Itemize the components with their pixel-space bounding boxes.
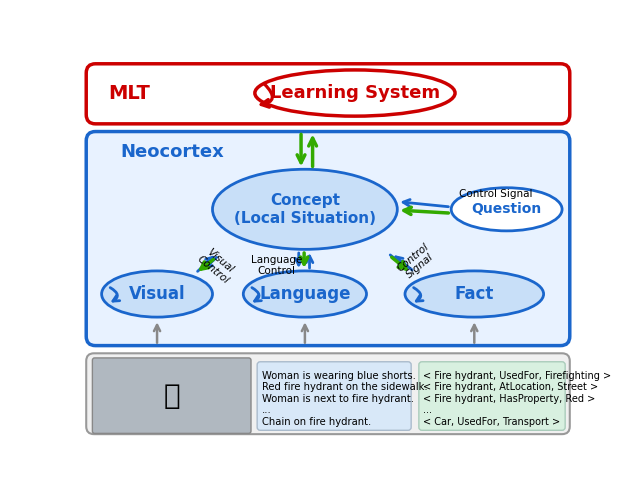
FancyArrowPatch shape	[471, 325, 477, 343]
Text: < Fire hydrant, UsedFor, Firefighting >: < Fire hydrant, UsedFor, Firefighting >	[422, 371, 611, 381]
FancyArrowPatch shape	[390, 255, 406, 268]
Text: Language
Control: Language Control	[251, 255, 302, 276]
Text: < Fire hydrant, AtLocation, Street >: < Fire hydrant, AtLocation, Street >	[422, 383, 598, 392]
Text: Woman is wearing blue shorts.: Woman is wearing blue shorts.	[262, 371, 415, 381]
Text: MLT: MLT	[109, 84, 150, 104]
Text: Control Signal: Control Signal	[459, 189, 532, 199]
FancyBboxPatch shape	[257, 362, 411, 430]
FancyArrowPatch shape	[403, 200, 449, 207]
Text: ...: ...	[262, 405, 271, 415]
Text: Woman is next to fire hydrant.: Woman is next to fire hydrant.	[262, 394, 414, 404]
FancyArrowPatch shape	[404, 207, 449, 214]
Text: Fact: Fact	[454, 285, 494, 303]
Ellipse shape	[212, 169, 397, 249]
Ellipse shape	[451, 188, 562, 231]
Text: Question: Question	[472, 202, 542, 216]
FancyArrowPatch shape	[392, 257, 406, 269]
FancyArrowPatch shape	[301, 253, 308, 264]
Text: Visual
Control: Visual Control	[195, 245, 238, 286]
FancyArrowPatch shape	[252, 287, 261, 301]
Text: Learning System: Learning System	[270, 84, 440, 102]
FancyBboxPatch shape	[86, 353, 570, 434]
Text: Chain on fire hydrant.: Chain on fire hydrant.	[262, 417, 371, 426]
FancyArrowPatch shape	[261, 84, 273, 107]
Text: Concept
(Local Situation): Concept (Local Situation)	[234, 193, 376, 225]
FancyArrowPatch shape	[205, 257, 216, 268]
FancyBboxPatch shape	[86, 132, 570, 346]
Text: 📷: 📷	[163, 382, 180, 410]
FancyArrowPatch shape	[154, 325, 160, 343]
Ellipse shape	[243, 271, 367, 317]
Text: < Car, UsedFor, Transport >: < Car, UsedFor, Transport >	[422, 417, 560, 426]
FancyArrowPatch shape	[296, 253, 302, 265]
Ellipse shape	[102, 271, 212, 317]
Text: Visual: Visual	[129, 285, 186, 303]
Text: Red fire hydrant on the sidewalk.: Red fire hydrant on the sidewalk.	[262, 383, 428, 392]
Text: ...: ...	[422, 405, 432, 415]
FancyArrowPatch shape	[396, 257, 412, 270]
FancyArrowPatch shape	[201, 259, 213, 269]
FancyArrowPatch shape	[306, 256, 313, 268]
FancyArrowPatch shape	[413, 287, 423, 301]
Text: Neocortex: Neocortex	[120, 142, 224, 161]
FancyBboxPatch shape	[86, 64, 570, 124]
Text: < Fire hydrant, HasProperty, Red >: < Fire hydrant, HasProperty, Red >	[422, 394, 595, 404]
Ellipse shape	[255, 70, 455, 116]
FancyBboxPatch shape	[419, 362, 565, 430]
FancyArrowPatch shape	[302, 325, 308, 343]
Text: Control
Signal: Control Signal	[395, 241, 438, 282]
Ellipse shape	[405, 271, 543, 317]
FancyBboxPatch shape	[92, 358, 251, 433]
FancyArrowPatch shape	[198, 257, 213, 271]
FancyArrowPatch shape	[297, 134, 305, 163]
Text: Language: Language	[259, 285, 351, 303]
FancyArrowPatch shape	[308, 138, 317, 167]
FancyArrowPatch shape	[110, 287, 120, 301]
